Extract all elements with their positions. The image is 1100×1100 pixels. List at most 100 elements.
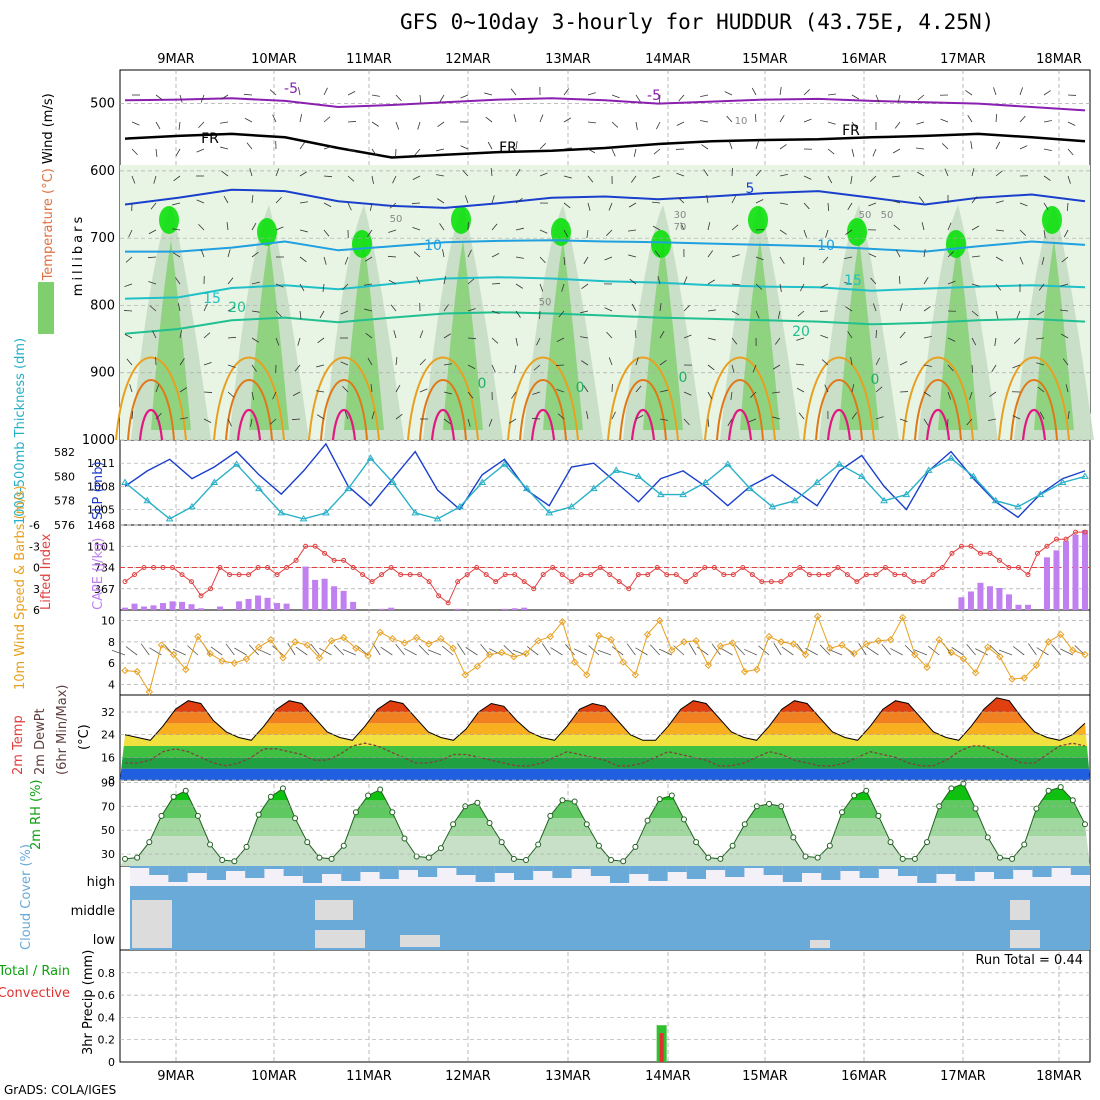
wind-barb	[1043, 90, 1051, 96]
rh-marker	[608, 857, 615, 864]
wind-barb	[796, 387, 805, 393]
slp-tick-label: 1005	[87, 504, 115, 517]
rh-humid-core	[443, 240, 483, 430]
bottom-date-label: 11MAR	[346, 1069, 392, 1084]
isotherm-label: 0	[679, 370, 688, 386]
surface-wind-barb	[998, 649, 1013, 656]
wind-barb	[344, 411, 349, 420]
wind-barb	[179, 417, 188, 420]
wind-barb	[344, 256, 349, 265]
surface-wind-barb	[588, 645, 600, 656]
wind-barb	[388, 279, 397, 285]
wind-speed-marker	[315, 654, 324, 662]
wind-barb	[491, 195, 495, 204]
thickness-marker	[232, 460, 241, 467]
surface-wind-barb	[234, 647, 247, 656]
wind-barb	[923, 249, 926, 258]
wind-speed-marker	[352, 644, 360, 652]
wind-barb	[851, 148, 855, 157]
li-marker	[1053, 536, 1059, 542]
wind-barb	[389, 202, 397, 209]
wind-barb	[155, 121, 161, 130]
wind-barb	[608, 357, 613, 366]
wind-barb	[203, 418, 212, 423]
rh-tick-label: 90	[101, 776, 115, 789]
wind-barb	[417, 121, 421, 130]
surface-wind-barb	[210, 646, 223, 656]
wind-barb	[1062, 358, 1069, 366]
thickness-marker	[656, 490, 665, 498]
high-cloud-bar	[149, 866, 169, 875]
high-cloud-bar	[1070, 866, 1090, 875]
cape-bar	[1024, 604, 1031, 610]
high-cloud-bar	[168, 866, 188, 882]
thickness-tick-label: 576	[54, 519, 75, 532]
wind-barb	[779, 115, 785, 123]
rh-color-band	[120, 800, 1090, 819]
wind-barb	[416, 276, 421, 285]
bottom-date-label: 9MAR	[157, 1069, 194, 1084]
wind-barb	[153, 175, 157, 184]
wind-barb	[657, 276, 661, 285]
wind-barb	[659, 330, 665, 339]
high-cloud-bar	[782, 866, 802, 882]
wind-barb	[371, 121, 379, 127]
wind-barb	[299, 310, 302, 319]
wind-barb	[707, 222, 711, 231]
isotherm-label: 15	[203, 291, 221, 307]
temp-color-band	[120, 712, 1090, 724]
surface-wind-barb	[711, 643, 721, 656]
wind-barb	[947, 280, 956, 285]
wind-barb	[995, 200, 1004, 204]
li-marker	[635, 572, 641, 578]
rh-marker	[571, 798, 578, 805]
cape-bar	[388, 607, 395, 610]
li-marker	[369, 579, 375, 585]
high-cloud-bar	[898, 866, 918, 876]
wind-barb	[825, 229, 829, 238]
rh-marker	[207, 841, 214, 848]
wind-speed-marker	[692, 637, 700, 645]
surface-wind-barb	[743, 648, 758, 656]
wind-barb	[796, 363, 805, 366]
li-marker	[179, 572, 185, 578]
wind-barb	[1066, 202, 1069, 212]
isotherm-35c	[1021, 408, 1047, 441]
wind-barb	[319, 310, 325, 319]
wind-barb	[581, 360, 589, 366]
wind-barb	[969, 391, 973, 400]
li-marker	[920, 579, 926, 585]
wind-barb	[730, 391, 733, 400]
wind-barb	[731, 195, 736, 204]
li-marker	[816, 572, 822, 578]
li-marker	[274, 572, 280, 578]
li-marker	[312, 543, 318, 549]
wind-barb	[395, 121, 400, 130]
wind-barb	[539, 143, 546, 150]
clear-sky-patch	[315, 930, 365, 948]
isotherm-25c	[607, 356, 679, 441]
wind-barb	[971, 168, 975, 177]
wind-barb	[272, 391, 277, 400]
wind-barb	[1043, 229, 1046, 238]
high-cloud-bar	[1032, 866, 1052, 877]
wind-barb	[944, 168, 949, 177]
cape-tick-label: 734	[94, 562, 115, 575]
wind-speed-marker	[765, 632, 773, 641]
wind-speed-marker	[789, 640, 798, 648]
wind-barb	[347, 175, 355, 182]
wind-barb	[129, 384, 133, 393]
wind-barb	[323, 229, 330, 237]
high-cloud-bar	[360, 866, 380, 872]
high-cloud-bar	[187, 866, 207, 873]
wind-barb	[1012, 415, 1021, 420]
wind-barb	[1036, 362, 1045, 366]
rh-marker	[1009, 855, 1016, 862]
thickness-marker	[701, 478, 710, 485]
wind-barb	[751, 87, 757, 96]
surface-wind-barb	[890, 648, 903, 656]
high-cloud-bar	[437, 866, 457, 868]
isotherm-line	[124, 276, 1086, 300]
wind-barb	[779, 144, 787, 150]
wind-barb	[1041, 256, 1045, 265]
